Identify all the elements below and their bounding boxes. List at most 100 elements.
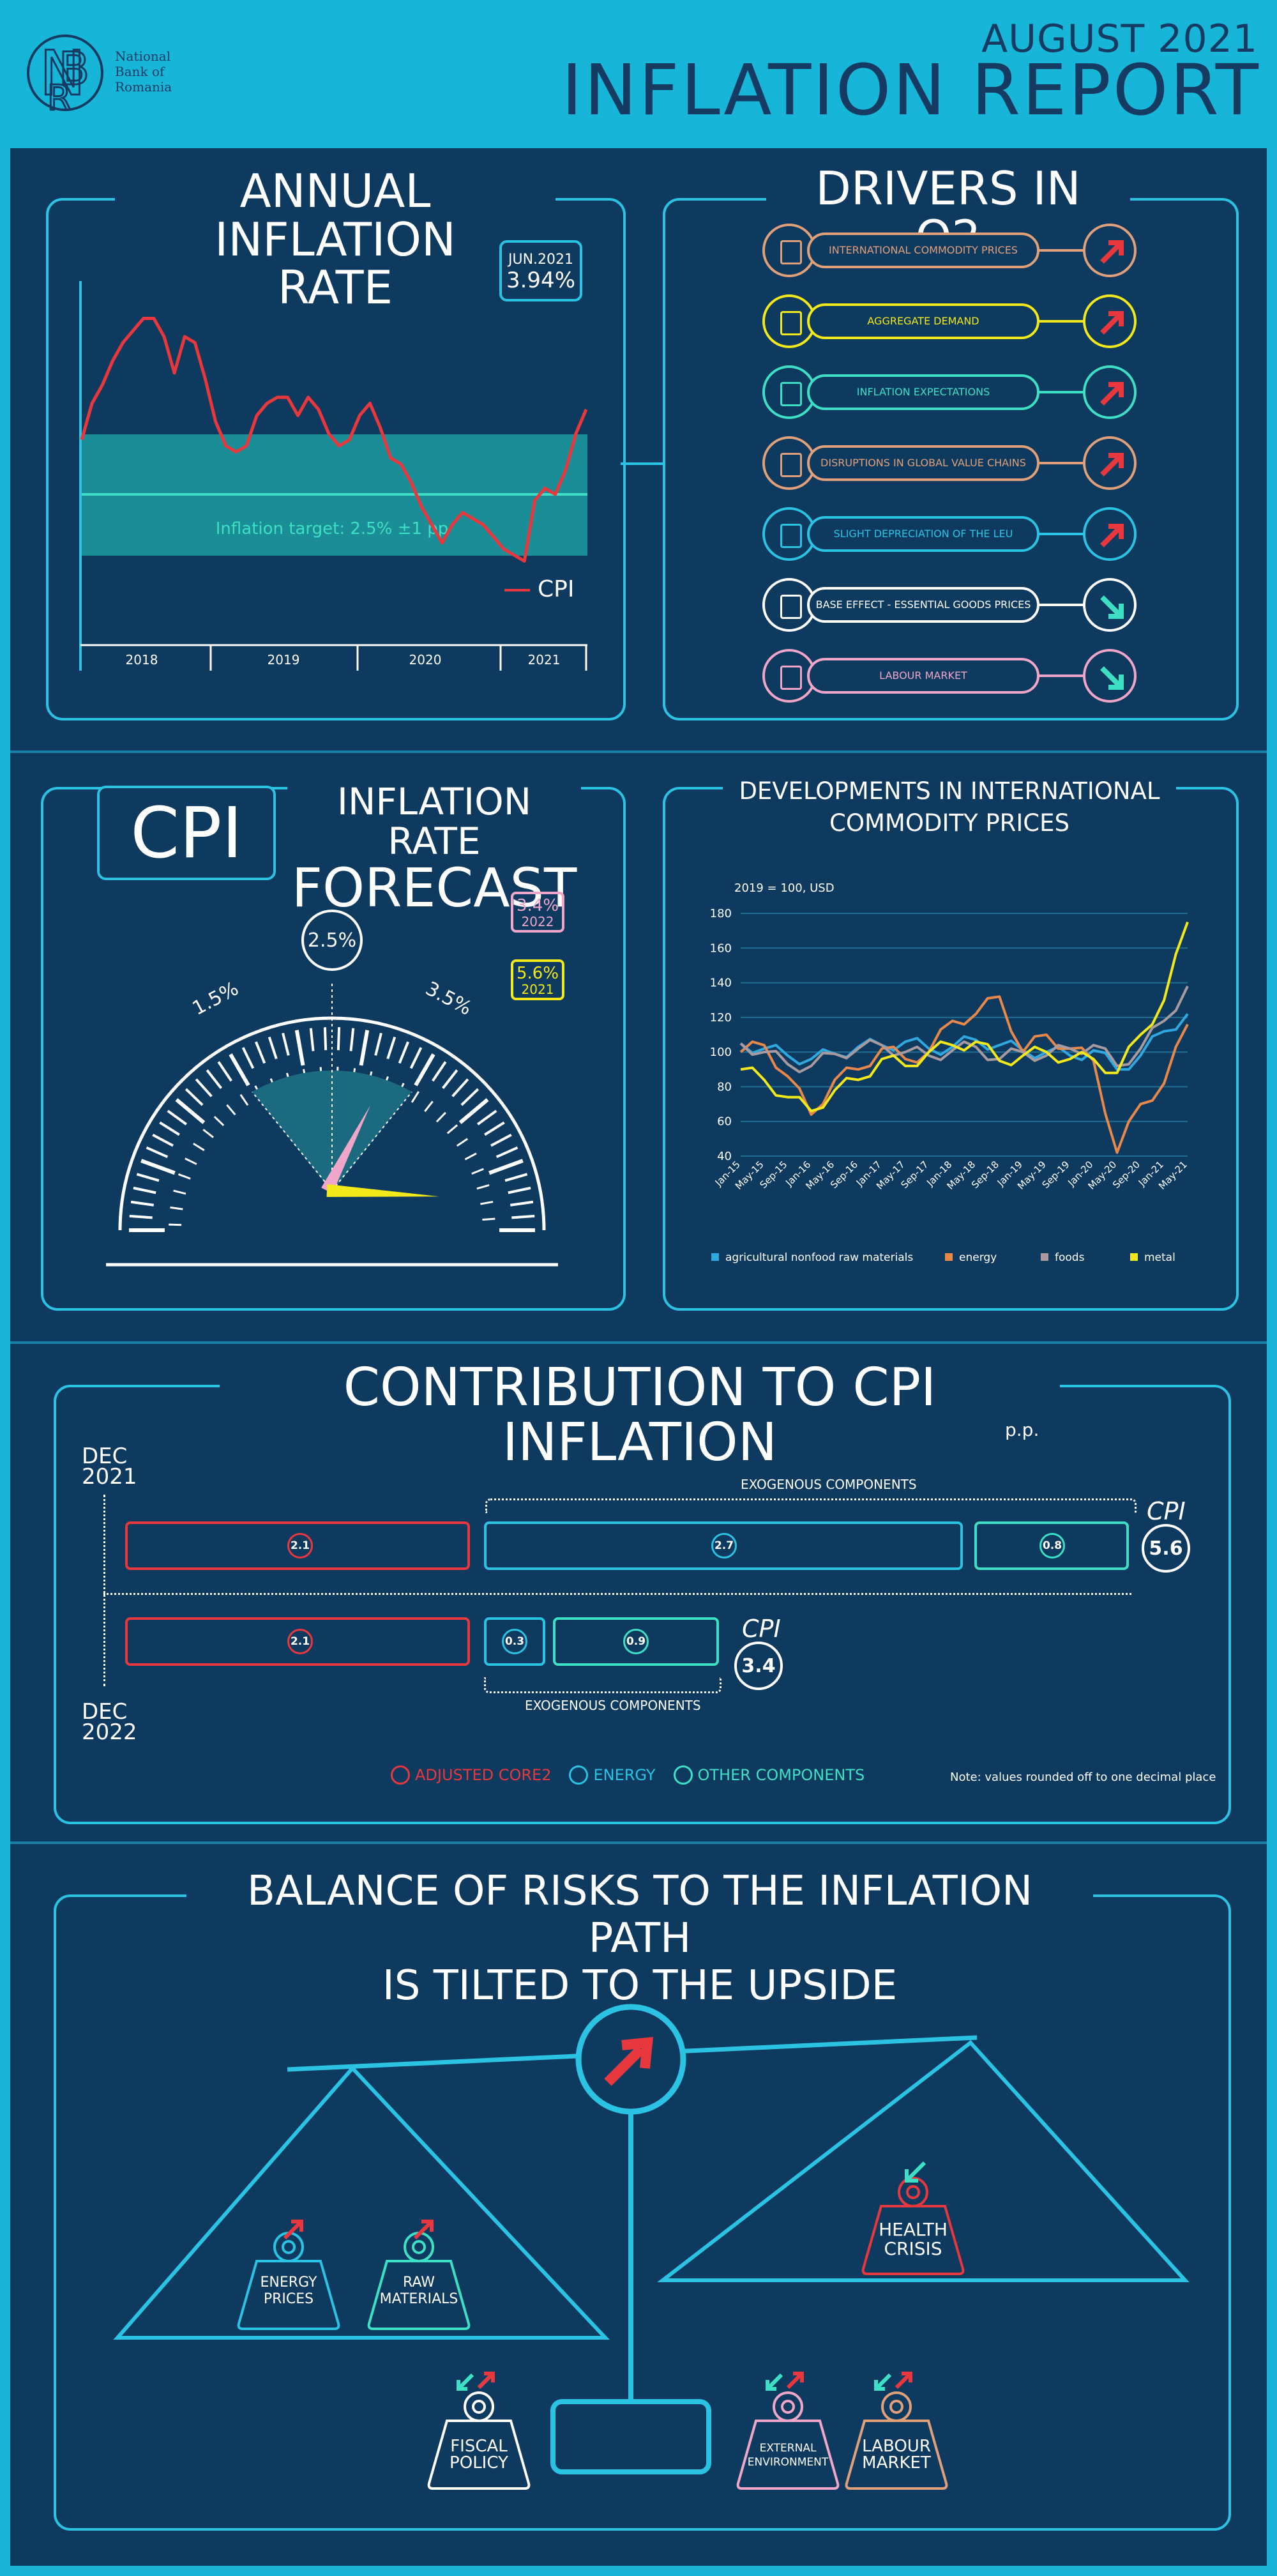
connector-line (621, 462, 663, 465)
driver-connector (1038, 391, 1084, 393)
driver-connector (1038, 320, 1084, 323)
row-separator (103, 1593, 1131, 1595)
core-bar-2021: 2.1 (125, 1521, 470, 1570)
exogenous-label-2022: EXOGENOUS COMPONENTS (525, 1698, 701, 1713)
commodities-unit: 2019 = 100, USD (734, 881, 835, 895)
driver-icon-glyph (780, 382, 802, 406)
gauge-tick (229, 1053, 250, 1086)
gauge-minor-tick (193, 1143, 205, 1152)
y-tick-label: 120 (710, 1011, 732, 1025)
exogenous-bracket-2022 (484, 1677, 722, 1693)
gauge-tick (129, 1214, 153, 1219)
energy-prices-label-2: PRICES (264, 2291, 314, 2307)
gauge-tick (504, 1173, 528, 1182)
gauge-tick (175, 1098, 206, 1124)
gauge-tick (458, 1098, 489, 1124)
gauge-tick (130, 1200, 155, 1207)
gauge-tick (167, 1109, 188, 1125)
forecast-2021-badge: 5.6% 2021 (511, 959, 564, 1000)
sector-edge (331, 1091, 412, 1191)
gauge-tick (195, 1078, 213, 1097)
core-bar-2022: 2.1 (125, 1617, 470, 1666)
nbr-logo: N B R (27, 34, 103, 119)
energy-up-arrow-icon (283, 2220, 303, 2240)
report-date: AUGUST 2021 (981, 17, 1258, 61)
fiscal-up-arrow-icon (477, 2372, 495, 2389)
gauge-minor-tick (456, 1138, 469, 1147)
external-label-2: ENVIRONMENT (748, 2456, 829, 2469)
cpi-series-line (80, 317, 588, 563)
callout-date: JUN.2021 (508, 252, 574, 268)
contribution-title: CONTRIBUTION TO CPI INFLATION (220, 1360, 1060, 1471)
external-label-1: EXTERNAL (760, 2442, 817, 2455)
driver-icon-glyph (780, 666, 802, 690)
dec-2021-line-2: 2021 (82, 1464, 137, 1490)
gauge-tick (460, 1088, 480, 1106)
series-line-0 (739, 1013, 1189, 1071)
driver-label: BASE EFFECT - ESSENTIAL GOODS PRICES (807, 587, 1039, 623)
x-label-2019: 2019 (268, 652, 300, 667)
y-tick-label: 140 (710, 977, 732, 990)
legend-energy-label: ENERGY (593, 1766, 656, 1784)
needle-2022 (321, 1105, 371, 1194)
legend-core-label: ADJUSTED CORE2 (415, 1766, 552, 1784)
gauge-tick (511, 1214, 535, 1219)
driver-label: INTERNATIONAL COMMODITY PRICES (807, 232, 1039, 268)
energy-prices-label-1: ENERGY (261, 2275, 317, 2290)
arrow-down-right-icon (1083, 649, 1137, 703)
series-line-1 (739, 995, 1189, 1154)
annual-title-line-2: RATE (277, 261, 393, 315)
raw-materials-label-1: RAW (403, 2275, 435, 2290)
health-crisis-label-2: CRISIS (884, 2238, 942, 2259)
gauge-tick (510, 1200, 534, 1207)
scale-base (550, 2399, 711, 2474)
labour-up-arrow-icon (895, 2372, 912, 2389)
gauge-tick (451, 1078, 469, 1097)
gauge-tick (282, 1032, 290, 1056)
x-label-2020: 2020 (409, 652, 442, 667)
driver-icon-glyph (780, 240, 802, 264)
contribution-legend: ADJUSTED CORE2 ENERGY OTHER COMPONENTS (391, 1765, 865, 1785)
risks-title-line-2: IS TILTED TO THE UPSIDE (382, 1962, 898, 2009)
gauge-ticks (129, 1027, 535, 1232)
annual-inflation-title: ANNUAL INFLATION RATE (115, 167, 555, 312)
cpi-total-2022: 3.4 (734, 1642, 783, 1690)
gauge-tick (185, 1088, 204, 1106)
gauge-tick (309, 1028, 315, 1051)
rounding-note: Note: values rounded off to one decimal … (950, 1771, 1216, 1784)
arrow-up-right-icon (1083, 224, 1137, 277)
legend-core-swatch (391, 1765, 410, 1785)
core-value-2021: 2.1 (287, 1533, 313, 1559)
gauge-tick (398, 1041, 409, 1064)
balance-scale: ENERGY PRICES RAW MATERIALS HEALTH CRISI… (113, 2004, 1190, 2490)
gauge-minor-tick (480, 1201, 494, 1205)
health-crisis-label-1: HEALTH (879, 2219, 948, 2240)
forecast-title-line-1: INFLATION RATE (336, 780, 532, 863)
series-line-2 (739, 986, 1189, 1074)
gauge-minor-tick (169, 1223, 182, 1226)
gauge-minor-tick (411, 1091, 419, 1103)
energy-value-2021: 2.7 (711, 1533, 737, 1559)
series-line-3 (740, 921, 1189, 1113)
core-value-2022: 2.1 (287, 1629, 313, 1654)
needle-2021 (326, 1184, 439, 1197)
gauge-minor-tick (173, 1189, 186, 1195)
risks-title: BALANCE OF RISKS TO THE INFLATION PATH I… (186, 1868, 1093, 2009)
gauge-tick (152, 1133, 174, 1147)
y-tick-label: 160 (710, 941, 732, 955)
arrow-up-right-icon (1083, 507, 1137, 561)
svg-text:B: B (59, 43, 89, 95)
driver-connector (1038, 462, 1084, 464)
gauge-minor-tick (464, 1152, 477, 1161)
target-label: Inflation target: 2.5% ±1 pp (216, 519, 449, 538)
driver-icon-glyph (780, 524, 802, 548)
legend-swatch (711, 1253, 719, 1261)
legend-label: energy (959, 1251, 997, 1264)
gauge-minor-tick (424, 1101, 434, 1112)
logo-line-2: Bank of (115, 64, 165, 79)
other-bar-2022: 0.9 (553, 1617, 719, 1666)
gauge-tick (374, 1032, 382, 1056)
gauge-tick (386, 1036, 397, 1060)
gauge-tick (206, 1069, 222, 1090)
gauge-tick (241, 1047, 255, 1069)
